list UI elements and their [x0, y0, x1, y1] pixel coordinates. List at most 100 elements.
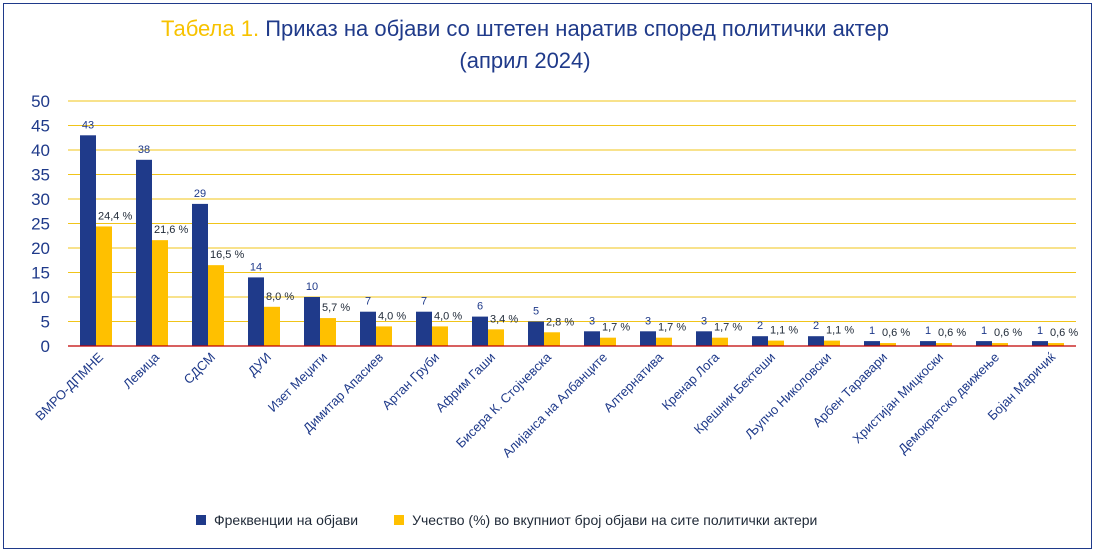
bar-frequency [528, 321, 544, 346]
data-label-frequency: 3 [701, 315, 707, 327]
data-label-share: 21,6 % [154, 224, 188, 236]
bar-share [320, 318, 336, 346]
bar-frequency [80, 135, 96, 346]
bar-share [1048, 343, 1064, 346]
category-label: Алијанса на Албанците [499, 350, 610, 461]
category-label: Демократско движење [895, 350, 1002, 457]
bar-frequency [416, 311, 432, 346]
bar-share [96, 226, 112, 346]
data-label-share: 1,1 % [826, 325, 854, 337]
data-label-frequency: 7 [421, 296, 427, 308]
data-label-frequency: 29 [194, 188, 206, 200]
bar-frequency [1032, 341, 1048, 346]
data-label-frequency: 3 [589, 315, 595, 327]
data-label-share: 16,5 % [210, 249, 244, 261]
bar-share [152, 240, 168, 346]
bar-frequency [864, 341, 880, 346]
y-tick-label: 50 [31, 92, 50, 111]
y-tick-label: 45 [31, 117, 50, 136]
bar-share [432, 326, 448, 346]
y-tick-label: 40 [31, 141, 50, 160]
y-tick-label: 15 [31, 264, 50, 283]
data-label-share: 0,6 % [1050, 327, 1078, 339]
data-label-frequency: 5 [533, 306, 539, 318]
bar-frequency [752, 336, 768, 346]
data-label-share: 3,4 % [490, 313, 518, 325]
y-tick-label: 30 [31, 190, 50, 209]
data-label-frequency: 1 [925, 325, 931, 337]
data-label-share: 1,7 % [602, 322, 630, 334]
legend-swatch-share [394, 515, 405, 525]
data-label-frequency: 3 [645, 315, 651, 327]
data-label-share: 1,1 % [770, 325, 798, 337]
data-label-share: 8,0 % [266, 291, 294, 303]
y-tick-label: 0 [41, 337, 50, 356]
legend: Фреквенции на објави Учество (%) во вкуп… [196, 512, 853, 528]
bar-frequency [640, 331, 656, 346]
bar-share [712, 337, 728, 346]
bar-share [264, 306, 280, 346]
bar-frequency [696, 331, 712, 346]
data-label-share: 24,4 % [98, 210, 132, 222]
legend-swatch-frequency [196, 515, 206, 525]
category-label: ДУИ [245, 350, 274, 379]
category-label: СДСМ [181, 350, 218, 387]
bar-share [488, 329, 504, 346]
data-label-share: 1,7 % [714, 322, 742, 334]
data-label-frequency: 43 [82, 119, 94, 131]
bar-share [600, 337, 616, 346]
bar-frequency [920, 341, 936, 346]
bar-share [992, 343, 1008, 346]
legend-label-frequency: Фреквенции на објави [214, 512, 359, 528]
data-label-frequency: 10 [306, 281, 318, 293]
data-label-share: 4,0 % [434, 310, 462, 322]
y-tick-label: 35 [31, 166, 50, 185]
bar-frequency [136, 159, 152, 346]
bar-share [376, 326, 392, 346]
y-tick-label: 25 [31, 215, 50, 234]
bar-frequency [808, 336, 824, 346]
bar-share [936, 343, 952, 346]
category-label: Алтернатива [600, 349, 666, 415]
data-label-share: 0,6 % [994, 327, 1022, 339]
data-label-share: 2,8 % [546, 316, 574, 328]
bar-share [656, 337, 672, 346]
data-label-share: 0,6 % [882, 327, 910, 339]
y-tick-label: 20 [31, 239, 50, 258]
bar-share [824, 340, 840, 346]
bar-share [544, 332, 560, 346]
title-main: Приказ на објави со штетен наратив споре… [265, 16, 889, 41]
bar-frequency [976, 341, 992, 346]
data-label-frequency: 38 [138, 144, 150, 156]
data-label-frequency: 7 [365, 296, 371, 308]
chart-title: Табела 1. Приказ на објави со штетен нар… [0, 14, 1050, 44]
legend-item-share: Учество (%) во вкупниот број објави на с… [394, 512, 817, 528]
bar-frequency [584, 331, 600, 346]
bar-frequency [360, 311, 376, 346]
data-label-frequency: 2 [757, 320, 763, 332]
y-tick-label: 5 [41, 313, 50, 332]
data-label-share: 1,7 % [658, 322, 686, 334]
bar-frequency [192, 203, 208, 346]
legend-label-share: Учество (%) во вкупниот број објави на с… [412, 512, 818, 528]
category-label: Бисера К. Стојчевска [453, 349, 555, 451]
data-label-share: 4,0 % [378, 310, 406, 322]
data-label-frequency: 2 [813, 320, 819, 332]
data-label-frequency: 1 [1037, 325, 1043, 337]
data-label-frequency: 1 [869, 325, 875, 337]
y-tick-label: 10 [31, 288, 50, 307]
chart-subtitle: (април 2024) [459, 48, 591, 73]
bar-share [768, 340, 784, 346]
bar-share [208, 265, 224, 346]
category-label: Левица [120, 349, 163, 392]
data-label-share: 0,6 % [938, 327, 966, 339]
data-label-share: 5,7 % [322, 302, 350, 314]
bar-frequency [248, 277, 264, 346]
bar-frequency [304, 297, 320, 346]
title-prefix: Табела 1. [161, 16, 260, 41]
chart-frame [3, 3, 1092, 549]
data-label-frequency: 6 [477, 301, 483, 313]
legend-item-frequency: Фреквенции на објави [196, 512, 358, 528]
data-label-frequency: 14 [250, 261, 262, 273]
